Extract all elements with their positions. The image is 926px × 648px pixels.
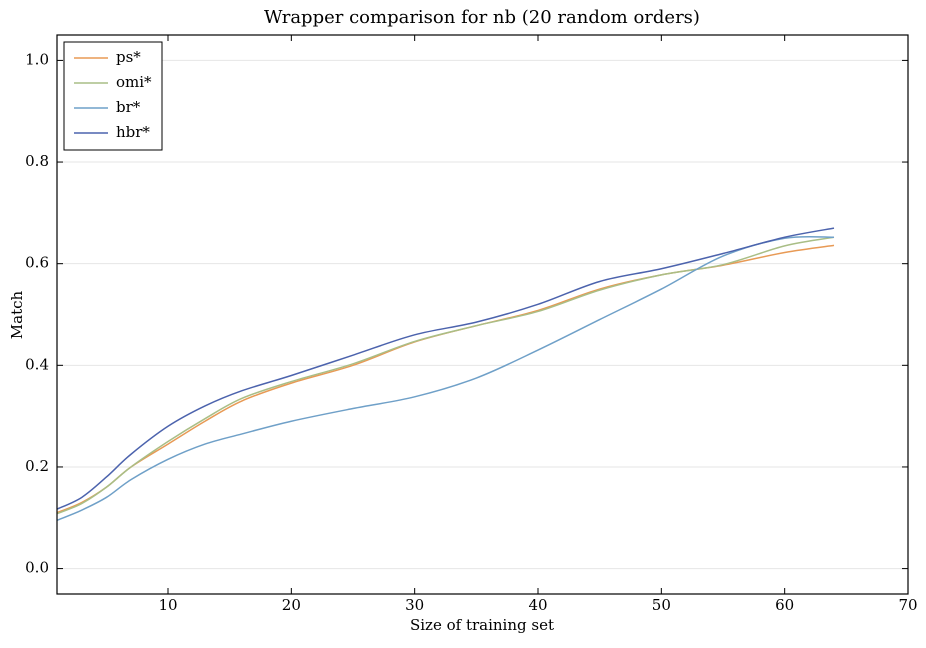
legend-box [63,41,163,151]
x-tick-label: 40 [528,596,547,614]
series-line [56,235,835,522]
y-axis-label: Match [8,290,26,339]
chart-title: Wrapper comparison for nb (20 random ord… [264,7,700,28]
legend-label: omi* [116,73,152,91]
y-tick-label: 0.4 [25,355,49,373]
legend-label: br* [116,98,141,116]
x-tick-label: 20 [282,596,301,614]
x-axis-label: Size of training set [410,616,554,634]
legend-label: ps* [116,48,141,66]
plot-frame [56,34,909,595]
y-tick-label: 1.0 [25,50,49,68]
x-tick-label: 60 [775,596,794,614]
x-tick-label: 50 [652,596,671,614]
y-tick-label: 0.0 [25,559,49,577]
legend-label: hbr* [116,123,150,141]
y-tick-label: 0.8 [25,152,49,170]
y-tick-label: 0.6 [25,254,49,272]
series-line [56,236,835,515]
series-line [56,227,835,510]
series-line [56,244,835,514]
y-tick-label: 0.2 [25,457,49,475]
x-tick-label: 70 [898,596,917,614]
x-tick-label: 30 [405,596,424,614]
x-tick-label: 10 [158,596,177,614]
